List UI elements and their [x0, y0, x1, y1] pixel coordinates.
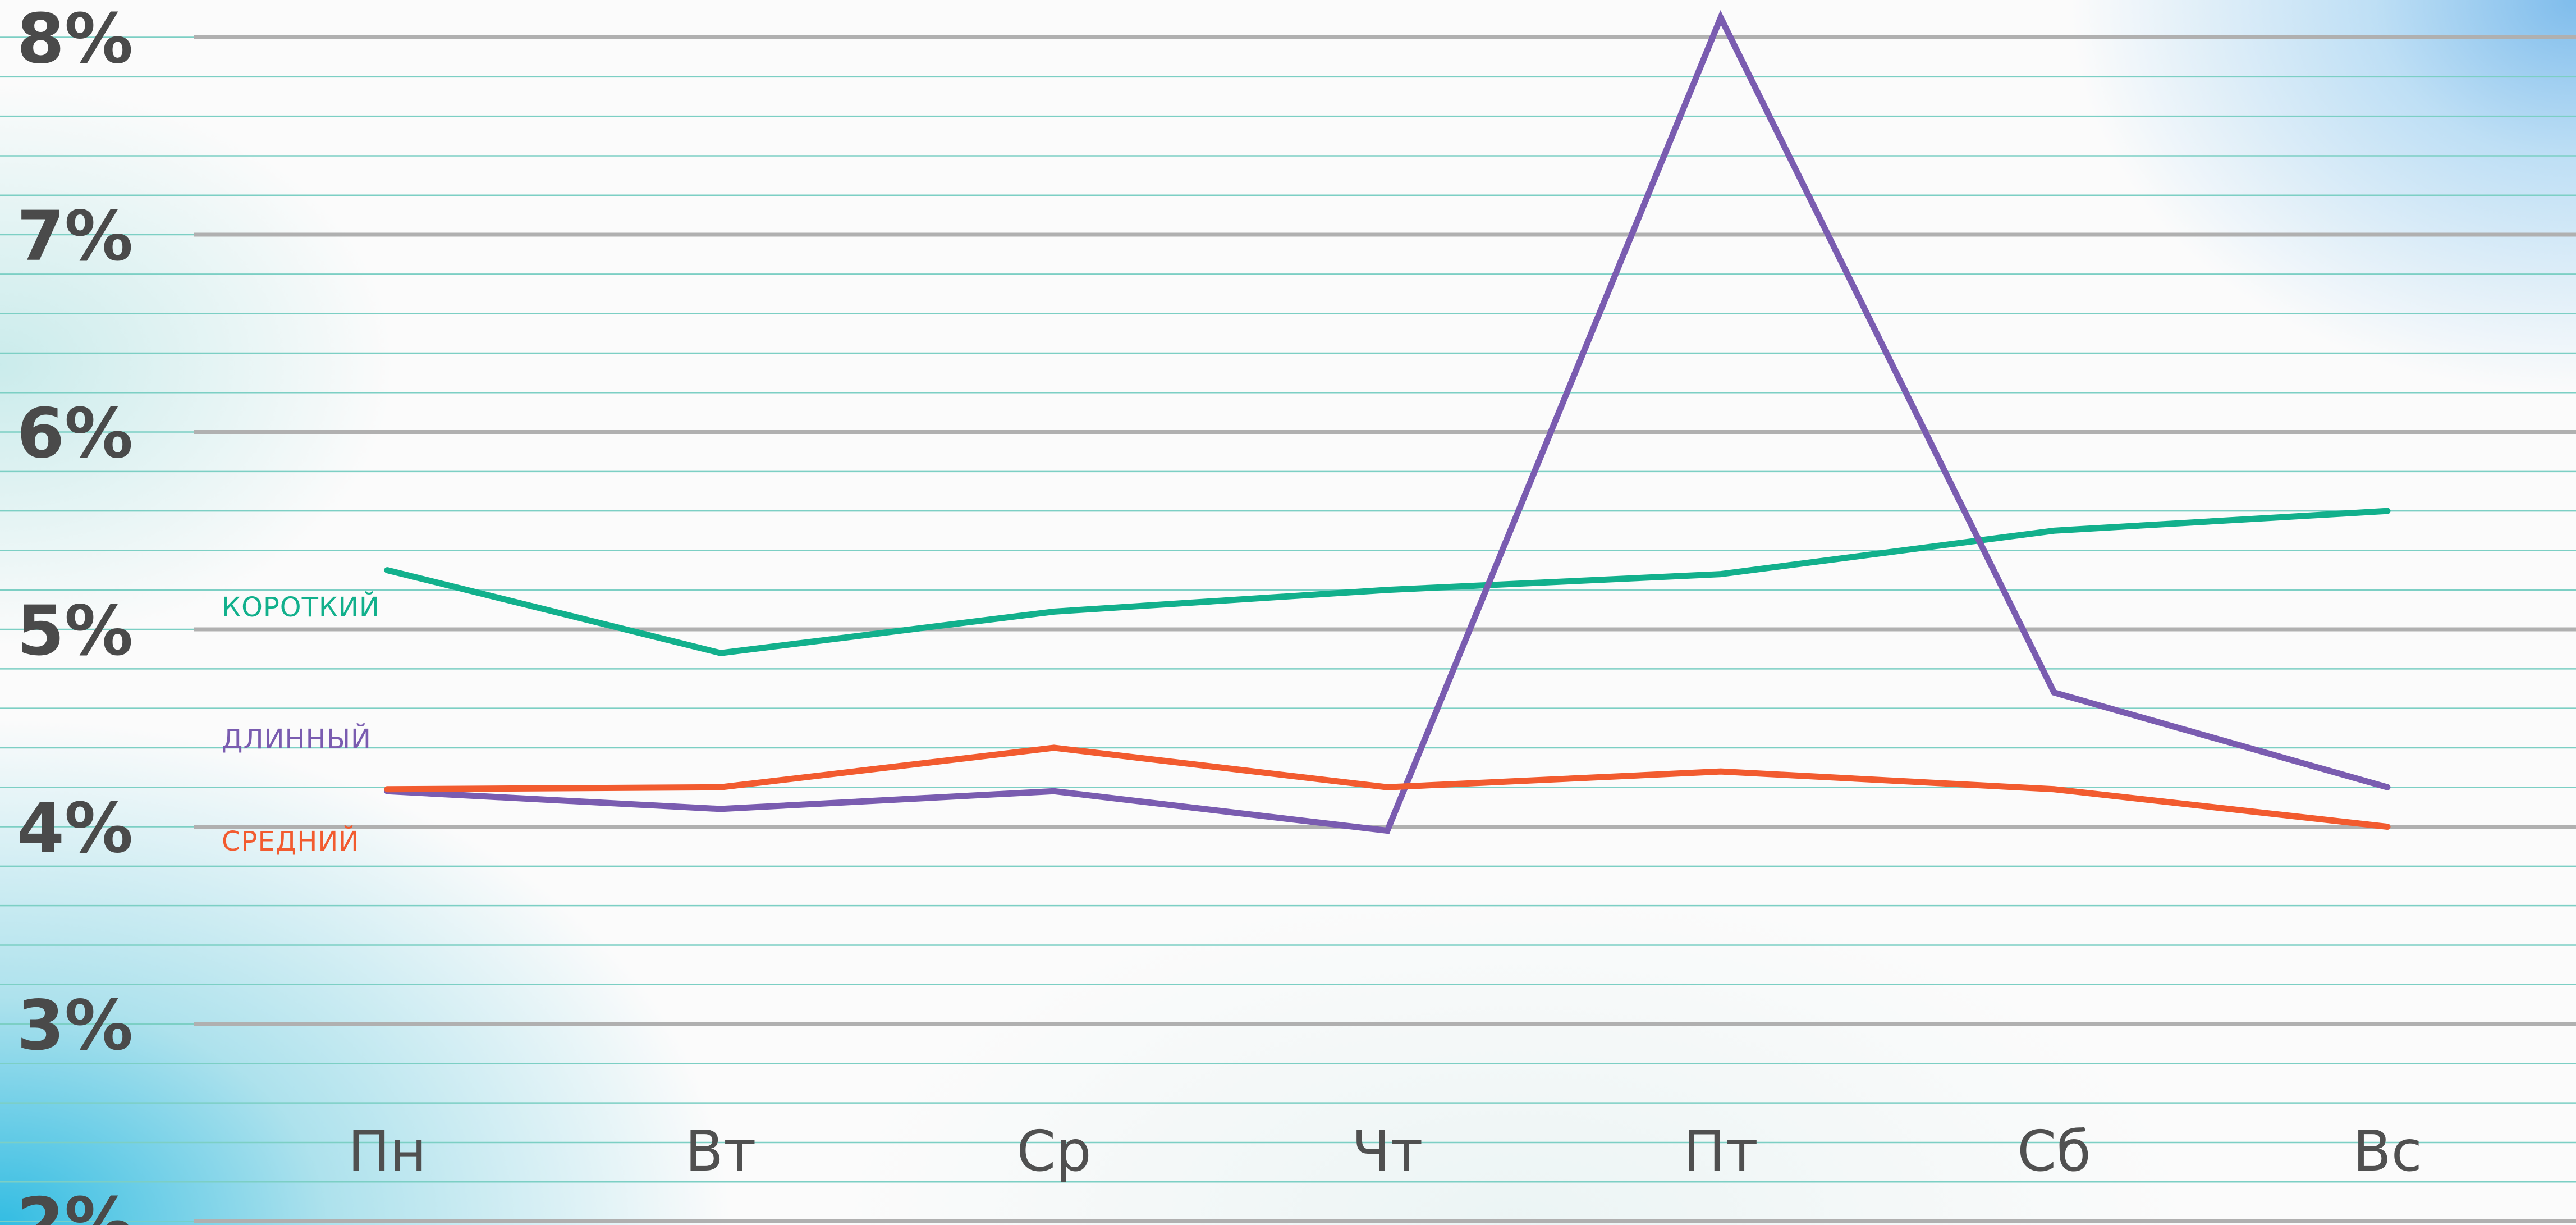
data-point [1385, 828, 1390, 834]
data-point [1718, 15, 1724, 21]
x-tick-label: Чт [1352, 1118, 1423, 1184]
data-point [2051, 528, 2057, 534]
major-gridlines [194, 35, 2576, 1224]
x-tick-label: Сб [2017, 1118, 2091, 1184]
y-tick-label: 2% [17, 1183, 133, 1225]
data-point [384, 567, 390, 573]
y-tick-label: 7% [17, 196, 133, 276]
y-tick-label: 8% [17, 0, 133, 79]
x-tick-label: Вс [2353, 1118, 2422, 1184]
data-point [2385, 508, 2390, 514]
data-point [384, 786, 390, 792]
data-point [718, 650, 723, 656]
data-point [1718, 571, 1724, 577]
y-tick-label: 3% [17, 986, 133, 1066]
y-tick-label: 6% [17, 394, 133, 474]
data-point [2051, 689, 2057, 696]
data-point [1051, 609, 1057, 615]
data-point [1051, 788, 1057, 794]
y-tick-label: 4% [17, 789, 133, 869]
x-tick-label: Пт [1683, 1118, 1758, 1184]
data-point [718, 806, 723, 812]
data-point [2385, 784, 2390, 790]
x-tick-label: Пн [348, 1118, 427, 1184]
x-tick-label: Вт [685, 1118, 757, 1184]
y-tick-label: 5% [17, 591, 133, 671]
data-point [2385, 824, 2390, 830]
series-label: ДЛИННЫЙ [222, 723, 372, 755]
series-label: КОРОТКИЙ [222, 591, 380, 623]
data-point [1385, 784, 1390, 790]
series-labels: КОРОТКИЙ ДЛИННЫЙ СРЕДНИЙ [222, 591, 380, 857]
data-point [2051, 786, 2057, 792]
x-tick-label: Ср [1016, 1118, 1091, 1184]
series-lines [384, 10, 2391, 834]
data-point [1051, 744, 1057, 751]
series-label: СРЕДНИЙ [222, 825, 359, 857]
data-point [1385, 587, 1390, 593]
y-axis: 2% 3% 4% 5% 6% 7% 8% [17, 0, 133, 1225]
x-axis: Пн Вт Ср Чт Пт Сб Вс [348, 1118, 2422, 1184]
data-point [718, 784, 723, 790]
data-point [1718, 769, 1724, 775]
series-line [384, 508, 2391, 656]
